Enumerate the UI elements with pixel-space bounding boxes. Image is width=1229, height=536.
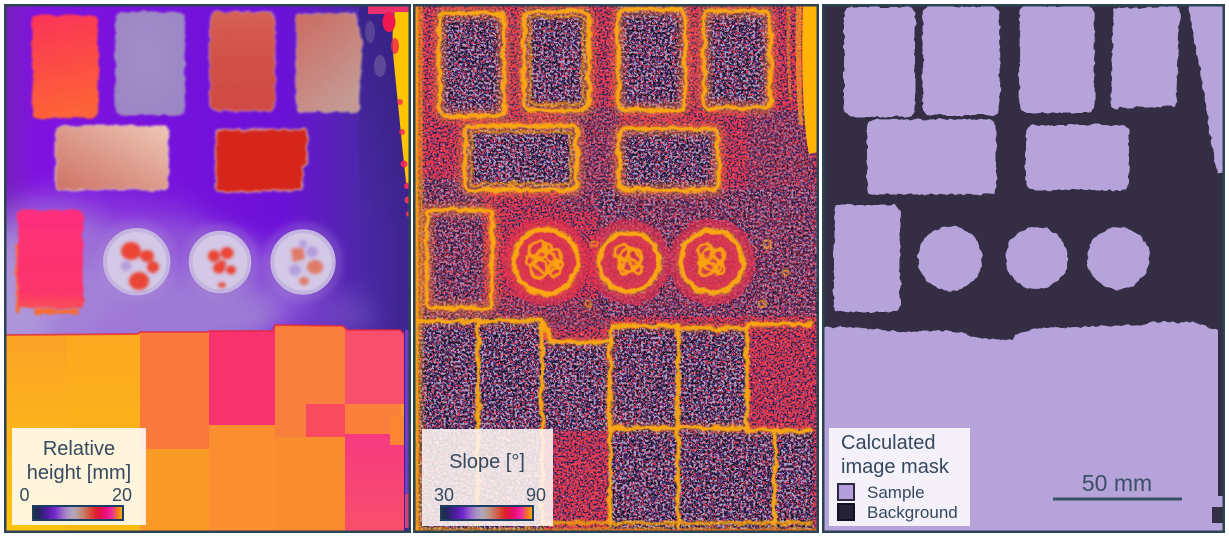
svg-text:Calculated: Calculated [841, 432, 936, 454]
svg-text:Background: Background [867, 503, 958, 522]
svg-text:50 mm: 50 mm [1082, 470, 1152, 496]
svg-text:Sample: Sample [867, 483, 925, 502]
svg-text:image mask: image mask [841, 456, 950, 478]
svg-text:20: 20 [112, 485, 132, 505]
svg-text:30: 30 [434, 485, 454, 505]
svg-text:Relative: Relative [43, 438, 115, 460]
svg-text:height [mm]: height [mm] [27, 462, 131, 484]
svg-text:90: 90 [526, 485, 546, 505]
svg-text:0: 0 [20, 485, 30, 505]
svg-text:Slope [°]: Slope [°] [449, 451, 525, 473]
